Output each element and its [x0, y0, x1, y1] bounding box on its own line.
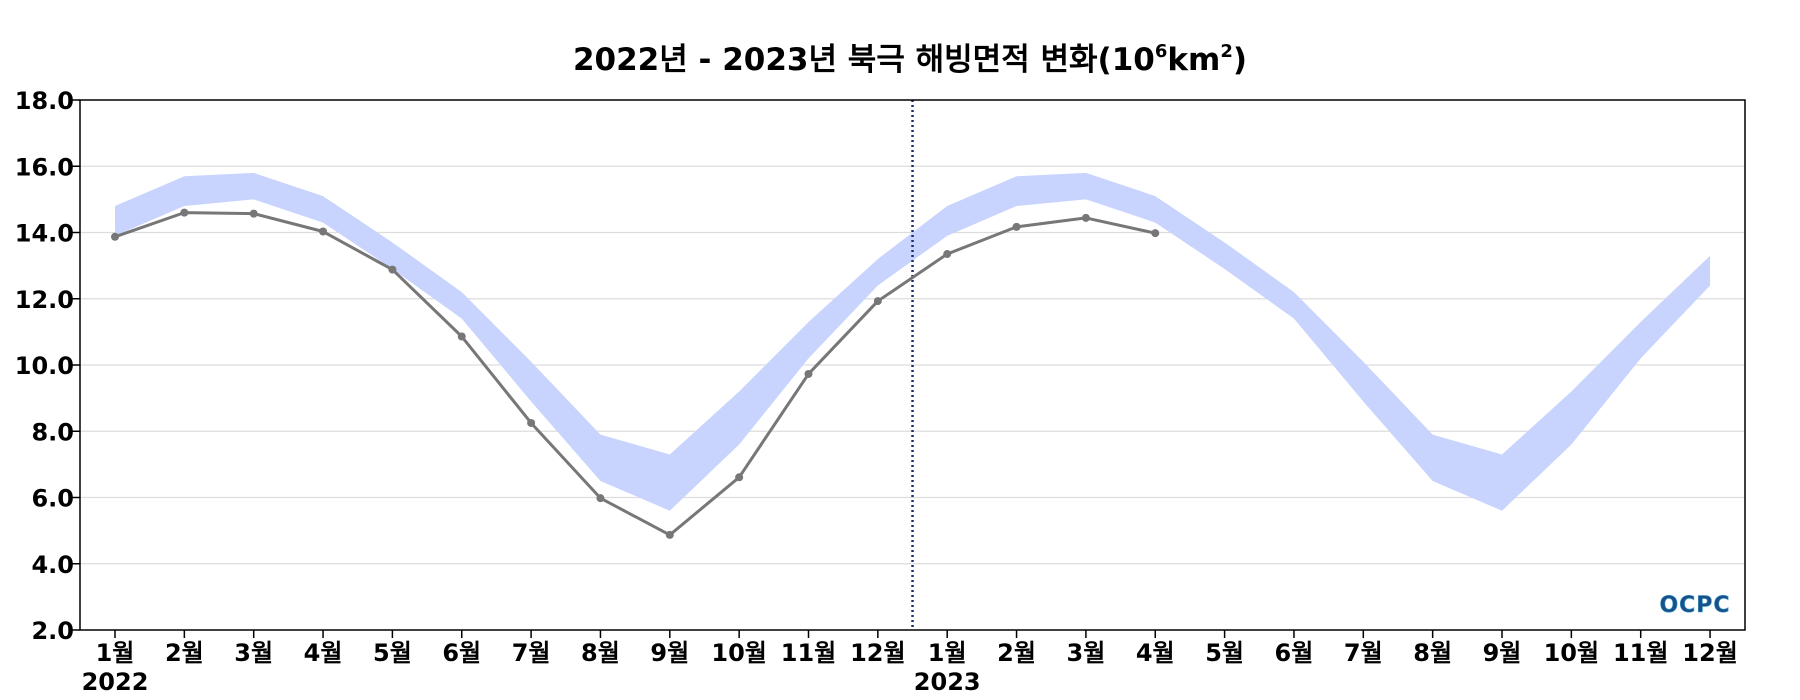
y-tick-label: 6.0 — [31, 485, 74, 513]
y-tick-label: 14.0 — [15, 220, 74, 248]
x-tick-label: 5월 — [1205, 639, 1244, 667]
y-tick-label: 16.0 — [15, 153, 74, 181]
year-labels: 2022 2023 — [82, 668, 981, 696]
chart-title: 2022년 - 2023년 북극 해빙면적 변화(106km2) — [573, 41, 1247, 78]
data-point — [111, 232, 119, 241]
x-tick-label: 6월 — [442, 639, 481, 667]
x-axis: 1월 2월 3월 4월 5월 6월 7월 8월 9월 10월 11월 12월 1월 2월 3월 4월 5월 6월 7… — [96, 630, 1738, 667]
x-tick-label: 8월 — [581, 639, 620, 667]
y-tick-label: 18.0 — [15, 87, 74, 115]
y-tick-label: 10.0 — [15, 352, 74, 380]
x-tick-label: 4월 — [304, 639, 343, 667]
y-tick-label: 4.0 — [31, 551, 74, 579]
data-point — [804, 369, 813, 378]
data-point — [1081, 213, 1090, 222]
year-label: 2023 — [914, 668, 981, 696]
data-point — [596, 494, 605, 503]
year-label: 2022 — [82, 668, 149, 696]
series-line — [114, 211, 1156, 537]
series-layer — [111, 208, 1160, 539]
x-tick-label: 7월 — [1344, 639, 1383, 667]
y-tick-label: 12.0 — [15, 286, 74, 314]
x-tick-label: 11월 — [1613, 639, 1668, 667]
x-tick-label: 1월 — [928, 639, 967, 667]
data-point — [457, 332, 466, 341]
data-point — [249, 209, 258, 218]
x-tick-label: 12월 — [850, 639, 905, 667]
data-point — [180, 208, 189, 217]
data-point — [388, 265, 397, 274]
title-unit: km — [1167, 42, 1220, 78]
data-point — [1151, 229, 1160, 238]
y-tick-label: 2.0 — [31, 617, 74, 645]
title-superscript-2: 2 — [1220, 41, 1233, 62]
data-point — [943, 250, 952, 259]
title-superscript: 6 — [1155, 41, 1168, 62]
x-tick-label: 3월 — [234, 639, 273, 667]
ocpc-logo: OCPC — [1659, 593, 1730, 619]
data-point — [1012, 222, 1021, 231]
y-tick-label: 8.0 — [31, 418, 74, 446]
x-tick-label: 1월 — [96, 639, 135, 667]
data-point — [873, 297, 882, 306]
data-point — [319, 227, 328, 236]
x-tick-label: 7월 — [512, 639, 551, 667]
x-tick-label: 2월 — [165, 639, 204, 667]
x-tick-label: 8월 — [1413, 639, 1452, 667]
x-tick-label: 10월 — [1544, 639, 1599, 667]
data-point — [665, 530, 674, 539]
x-tick-label: 11월 — [781, 639, 836, 667]
x-tick-label: 5월 — [373, 639, 412, 667]
x-tick-label: 9월 — [650, 639, 689, 667]
data-point — [735, 473, 744, 482]
x-tick-label: 12월 — [1682, 639, 1737, 667]
title-close: ) — [1233, 42, 1247, 78]
x-tick-label: 4월 — [1136, 639, 1175, 667]
logo-text: OCPC — [1659, 593, 1730, 618]
x-tick-label: 9월 — [1483, 639, 1522, 667]
x-tick-label: 10월 — [711, 639, 766, 667]
x-tick-label: 3월 — [1067, 639, 1106, 667]
y-axis: 2.0 4.0 6.0 8.0 10.0 12.0 14.0 16.0 18.0 — [15, 87, 80, 645]
data-point — [527, 418, 536, 427]
x-tick-label: 2월 — [997, 639, 1036, 667]
title-main: 2022년 - 2023년 북극 해빙면적 변화(10 — [573, 42, 1155, 78]
x-tick-label: 6월 — [1275, 639, 1314, 667]
